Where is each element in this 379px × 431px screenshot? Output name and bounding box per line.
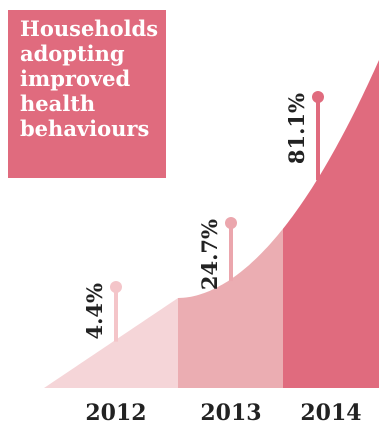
area-segment-2013 bbox=[178, 228, 283, 388]
area-segment-2012 bbox=[44, 298, 178, 388]
year-label-2012: 2012 bbox=[85, 400, 146, 426]
chart-title: Households adopting improved health beha… bbox=[8, 10, 166, 178]
lollipop-dot-2012 bbox=[110, 281, 122, 293]
year-label-2013: 2013 bbox=[200, 400, 261, 426]
value-label-2013: 24.7% bbox=[197, 219, 222, 290]
lollipop-dot-2014 bbox=[312, 91, 324, 103]
year-label-2014: 2014 bbox=[300, 400, 361, 426]
lollipop-dot-2013 bbox=[225, 217, 237, 229]
area-segment-2014 bbox=[283, 60, 379, 388]
value-label-2012: 4.4% bbox=[82, 283, 107, 340]
value-label-2014: 81.1% bbox=[284, 93, 309, 164]
